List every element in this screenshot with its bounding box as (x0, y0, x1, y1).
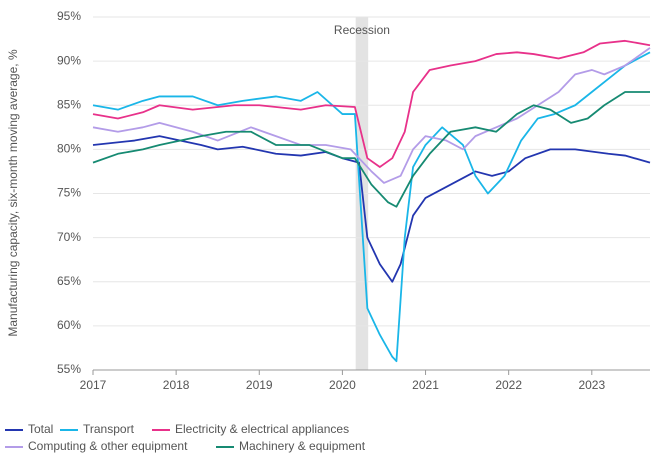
series-line (92, 51, 651, 363)
x-tick-label: 2020 (329, 378, 356, 392)
y-tick-label: 85% (57, 97, 81, 111)
series-line (92, 135, 651, 283)
y-tick-label: 95% (57, 9, 81, 23)
y-tick-label: 65% (57, 274, 81, 288)
legend-label: Transport (83, 422, 135, 436)
annotation: Recession (334, 23, 390, 37)
y-axis-label: Manufacturing capacity, six-month moving… (6, 49, 20, 337)
legend-label: Machinery & equipment (239, 439, 366, 453)
x-tick-label: 2021 (412, 378, 439, 392)
series-line (92, 91, 650, 208)
legend-label: Computing & other equipment (28, 439, 188, 453)
x-tick-label: 2019 (246, 378, 273, 392)
y-tick-label: 55% (57, 362, 81, 376)
y-tick-label: 70% (57, 230, 81, 244)
legend-label: Total (28, 422, 53, 436)
x-tick-label: 2017 (80, 378, 107, 392)
x-tick-label: 2018 (163, 378, 190, 392)
legend-label: Electricity & electrical appliances (175, 422, 349, 436)
series-line (92, 47, 651, 184)
x-tick-label: 2023 (578, 378, 605, 392)
y-tick-label: 60% (57, 318, 81, 332)
series-line (92, 39, 651, 168)
x-tick-label: 2022 (495, 378, 522, 392)
y-tick-label: 75% (57, 186, 81, 200)
y-tick-label: 90% (57, 53, 81, 67)
y-tick-label: 80% (57, 142, 81, 156)
